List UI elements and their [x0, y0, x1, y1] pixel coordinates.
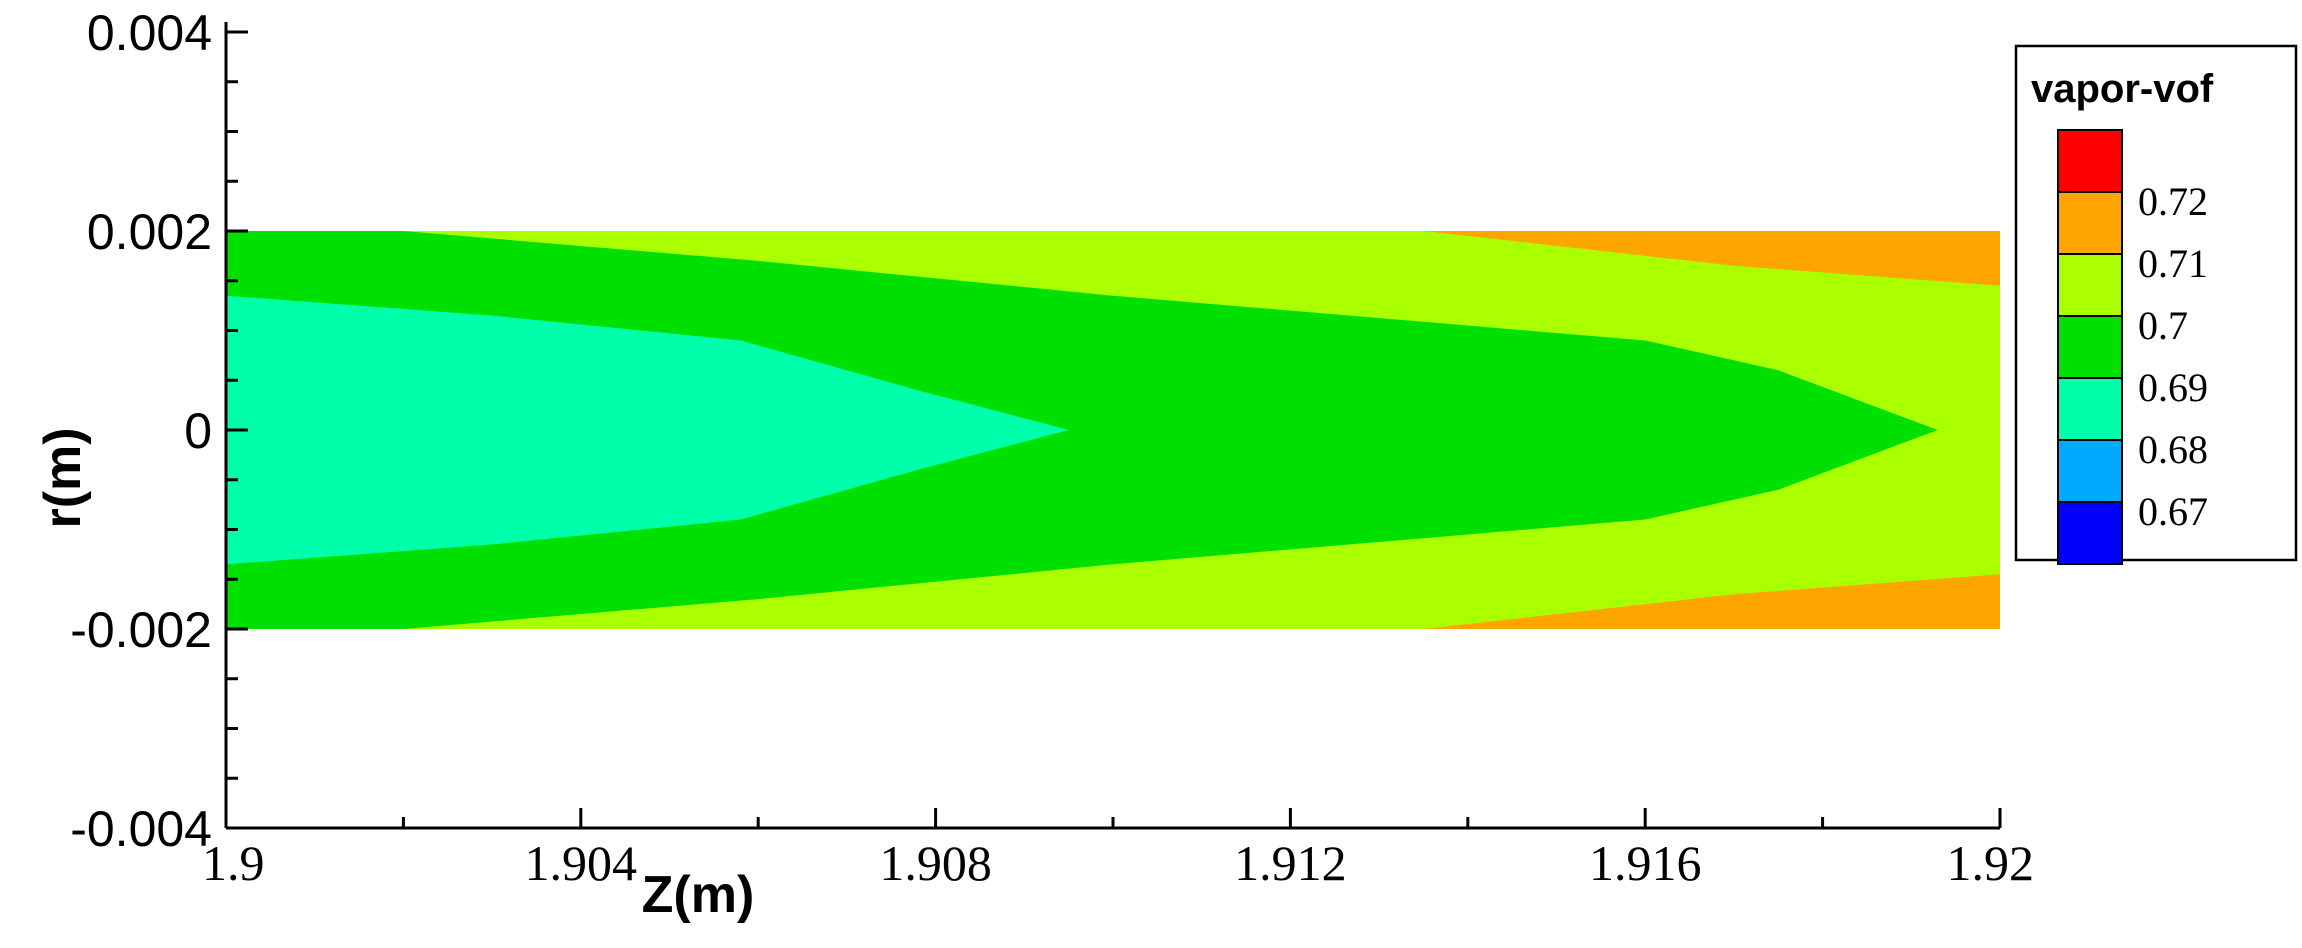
plot-area — [226, 231, 2000, 629]
legend: vapor-vof 0.72 0.71 0.7 0.69 0.68 0.67 — [2014, 44, 2298, 565]
legend-swatch — [2057, 377, 2123, 441]
x-axis-title: Z(m) — [642, 866, 755, 924]
legend-swatch — [2057, 253, 2123, 317]
x-tick-label: 1.92 — [1947, 835, 2035, 891]
legend-swatch — [2057, 129, 2123, 193]
y-tick-label: 0.002 — [87, 204, 212, 260]
y-tick-label: 0 — [184, 403, 212, 459]
legend-swatch — [2057, 501, 2123, 565]
x-tick-label: 1.916 — [1589, 835, 1702, 891]
contour-region-0_69-3 — [226, 295, 1069, 565]
legend-label: 0.68 — [2138, 427, 2208, 472]
x-tick-label: 1.9 — [202, 835, 265, 891]
legend-items: 0.72 0.71 0.7 0.69 0.68 0.67 — [2057, 129, 2208, 565]
contour-region-0_72-0 — [1423, 231, 2000, 286]
contour-regions — [226, 231, 2000, 629]
legend-title: vapor-vof — [2031, 67, 2214, 111]
y-tick-label: -0.002 — [70, 602, 212, 658]
legend-label: 0.72 — [2138, 179, 2208, 224]
y-tick-label: -0.004 — [70, 801, 212, 857]
contour-region-0_72-1 — [1423, 574, 2000, 629]
legend-swatch — [2057, 191, 2123, 255]
legend-label: 0.7 — [2138, 303, 2188, 348]
x-tick-label: 1.912 — [1234, 835, 1347, 891]
x-tick-label: 1.908 — [879, 835, 992, 891]
y-axis-ticks: 0.004 0.002 0 -0.002 -0.004 — [70, 5, 248, 857]
legend-swatch — [2057, 315, 2123, 379]
y-axis-title: r(m) — [34, 427, 92, 528]
legend-label: 0.69 — [2138, 365, 2208, 410]
x-axis-ticks: 1.9 1.904 1.908 1.912 1.916 1.92 — [202, 808, 2034, 891]
legend-label: 0.71 — [2138, 241, 2208, 286]
contour-region-0_7-2 — [226, 231, 1938, 629]
y-tick-label: 0.004 — [87, 5, 212, 61]
x-tick-label: 1.904 — [525, 835, 638, 891]
legend-label: 0.67 — [2138, 489, 2208, 534]
legend-swatch — [2057, 439, 2123, 503]
